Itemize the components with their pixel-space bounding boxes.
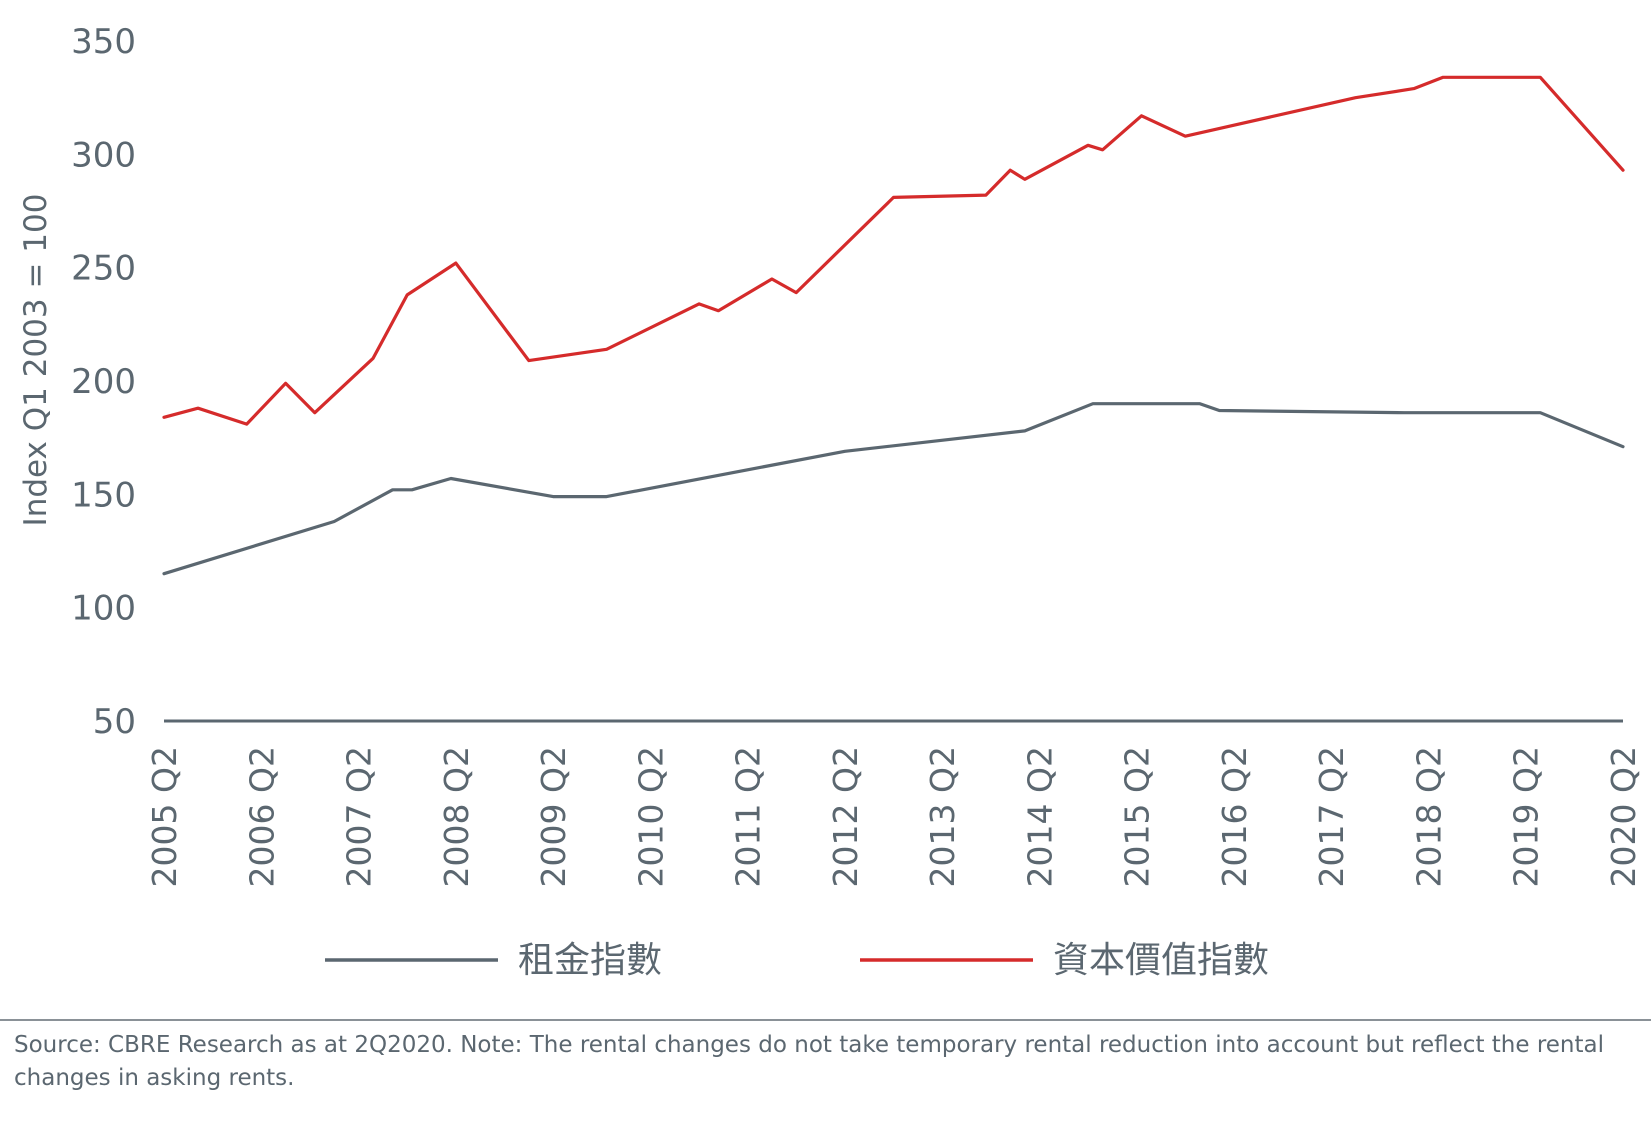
y-axis-ticks: 50 100 150 200 250 300 350 — [71, 22, 136, 742]
x-tick-label: 2012 Q2 — [826, 746, 865, 887]
x-tick-label: 2011 Q2 — [729, 746, 768, 887]
y-tick-label: 200 — [71, 362, 136, 402]
x-axis-ticks: 2005 Q2 2006 Q2 2007 Q2 2008 Q2 2009 Q2 2010 … — [145, 746, 1643, 887]
y-tick-label: 150 — [71, 475, 136, 515]
x-tick-label: 2018 Q2 — [1409, 746, 1448, 887]
series-layer — [162, 75, 1625, 576]
series-line-2 — [162, 75, 1625, 426]
legend: 租金指數 資本價值指數 — [325, 940, 1269, 981]
x-tick-label: 2005 Q2 — [145, 746, 184, 887]
x-tick-label: 2019 Q2 — [1507, 746, 1546, 887]
legend-label-1: 租金指數 — [518, 940, 662, 981]
series-line-1 — [162, 402, 1625, 576]
line-chart: 50 100 150 200 250 300 350 2005 Q2 2006 Q2 2007 … — [18, 22, 1643, 981]
x-tick-label: 2020 Q2 — [1604, 746, 1643, 887]
x-tick-label: 2016 Q2 — [1215, 746, 1254, 887]
y-axis-title: Index Q1 2003 = 100 — [18, 194, 54, 527]
x-tick-label: 2007 Q2 — [340, 746, 379, 887]
x-tick-label: 2015 Q2 — [1118, 746, 1157, 887]
source-note: Source: CBRE Research as at 2Q2020. Note… — [14, 1032, 1605, 1091]
x-tick-label: 2006 Q2 — [242, 746, 281, 887]
x-tick-label: 2009 Q2 — [534, 746, 573, 887]
divider-line — [0, 1019, 1651, 1021]
y-tick-label: 50 — [93, 702, 136, 742]
y-tick-label: 250 — [71, 249, 136, 289]
y-tick-label: 100 — [71, 589, 136, 629]
y-tick-label: 350 — [71, 22, 136, 62]
x-tick-label: 2008 Q2 — [437, 746, 476, 887]
x-tick-label: 2014 Q2 — [1020, 746, 1059, 887]
legend-label-2: 資本價值指數 — [1053, 940, 1269, 981]
x-tick-label: 2013 Q2 — [923, 746, 962, 887]
y-tick-label: 300 — [71, 135, 136, 175]
x-tick-label: 2017 Q2 — [1312, 746, 1351, 887]
x-tick-label: 2010 Q2 — [631, 746, 670, 887]
